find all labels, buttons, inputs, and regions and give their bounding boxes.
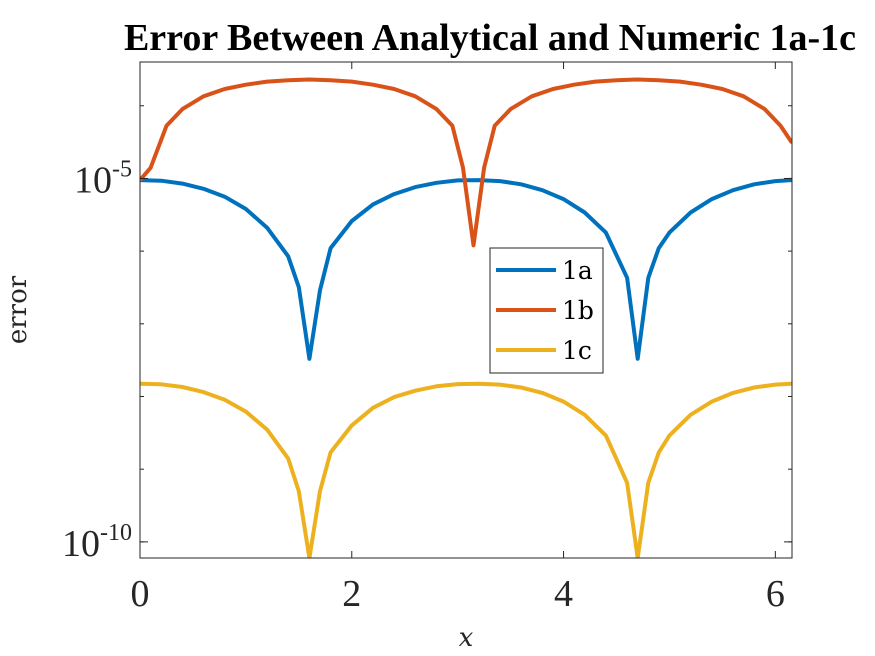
x-axis-label: x (459, 623, 474, 653)
series-line-1c (140, 381, 792, 558)
series-layer (140, 77, 792, 558)
y-tick-label: 10-5 (74, 156, 132, 201)
plot-frame (139, 61, 793, 559)
y-tick-label: 10-10 (62, 520, 132, 565)
tick-layer: 0 2 4 6 10-10 10-5 (62, 62, 792, 615)
y-axis-label: error (3, 275, 33, 344)
chart-title: Error Between Analytical and Numeric 1a-… (124, 17, 856, 59)
legend-label-1c: 1c (562, 336, 592, 365)
legend-label-1a: 1a (562, 256, 593, 285)
x-tick-label: 2 (342, 573, 361, 615)
x-tick-label: 6 (766, 573, 785, 615)
series-line-1b (140, 77, 792, 248)
legend-label-1b: 1b (562, 296, 594, 325)
plot-background (140, 62, 792, 558)
x-tick-label: 0 (131, 573, 150, 615)
series-line-1a (140, 178, 792, 361)
x-tick-label: 4 (554, 573, 573, 615)
legend[interactable]: 1a 1b 1c (489, 247, 604, 374)
plot-area: 0 2 4 6 10-10 10-5 (62, 61, 793, 615)
